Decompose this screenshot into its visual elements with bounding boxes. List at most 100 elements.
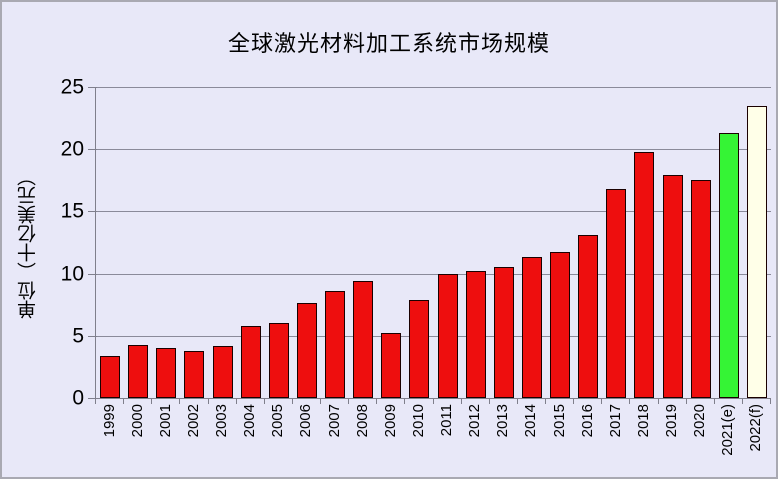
x-label-2000: 2000 (128, 404, 146, 438)
x-axis-labels: 1999 2000 2001 2002 2003 2004 2005 2006 2007 2008… (95, 404, 770, 476)
bars-container (96, 87, 771, 398)
gridline-20 (96, 149, 771, 151)
gridline-5 (96, 335, 771, 337)
x-label-2001: 2001 (156, 404, 174, 438)
x-label-2021(e): 2021(e) (719, 404, 737, 456)
x-label-slot-1999: 1999 (95, 404, 123, 476)
x-tick-mark-11 (404, 399, 406, 404)
x-label-slot-2004: 2004 (236, 404, 264, 476)
bar-slot-2013 (490, 87, 518, 398)
bar-2011 (437, 273, 458, 398)
bar-1999 (100, 355, 121, 398)
x-label-2009: 2009 (381, 404, 399, 438)
x-label-1999: 1999 (100, 404, 118, 438)
x-label-slot-2005: 2005 (264, 404, 292, 476)
x-tick-mark-21 (685, 399, 687, 404)
x-label-slot-2012: 2012 (461, 404, 489, 476)
gridline-25 (96, 87, 771, 88)
y-axis-label: 单位（十亿美元） (17, 166, 39, 319)
bar-slot-2008 (349, 87, 377, 398)
x-label-slot-2017: 2017 (601, 404, 629, 476)
y-tick-label-0: 0 (72, 386, 84, 410)
x-label-2004: 2004 (241, 404, 259, 438)
y-tick-mark-20 (88, 149, 97, 151)
bar-2005 (268, 323, 289, 398)
y-tick-mark-25 (88, 87, 97, 88)
x-label-slot-2018: 2018 (629, 404, 657, 476)
x-tick-mark-4 (207, 399, 209, 404)
x-tick-mark-7 (291, 399, 293, 404)
x-label-2012: 2012 (466, 404, 484, 438)
bar-2003 (212, 345, 233, 398)
x-tick-mark-17 (573, 399, 575, 404)
x-tick-mark-0 (95, 399, 96, 404)
x-tick-mark-10 (376, 399, 378, 404)
bar-slot-2017 (602, 87, 630, 398)
x-label-2019: 2019 (663, 404, 681, 438)
bar-2019 (662, 175, 683, 398)
y-tick-label-5: 5 (72, 324, 84, 348)
x-tick-mark-5 (235, 399, 237, 404)
gridline-15 (96, 211, 771, 213)
x-tick-mark-6 (263, 399, 265, 404)
x-tick-mark-8 (320, 399, 321, 404)
x-label-slot-2022(f): 2022(f) (742, 404, 770, 476)
x-label-2016: 2016 (578, 404, 596, 438)
x-tick-mark-18 (601, 399, 603, 404)
x-label-slot-2010: 2010 (404, 404, 432, 476)
x-label-slot-2019: 2019 (658, 404, 686, 476)
x-label-slot-2009: 2009 (376, 404, 404, 476)
bar-slot-2005 (265, 87, 293, 398)
x-tick-mark-12 (432, 399, 434, 404)
x-tick-mark-15 (516, 399, 518, 404)
gridline-10 (96, 273, 771, 275)
bar-2013 (493, 267, 514, 398)
x-label-2008: 2008 (353, 404, 371, 438)
x-label-slot-2007: 2007 (320, 404, 348, 476)
y-tick-mark-5 (88, 335, 97, 337)
y-tick-mark-15 (88, 211, 97, 213)
bar-2015 (550, 252, 571, 398)
bar-slot-2012 (462, 87, 490, 398)
bar-2006 (296, 303, 317, 398)
y-tick-label-15: 15 (60, 199, 84, 223)
x-label-2007: 2007 (325, 404, 343, 438)
bar-2010 (409, 299, 430, 398)
x-label-slot-2008: 2008 (348, 404, 376, 476)
x-label-slot-2001: 2001 (151, 404, 179, 476)
bar-slot-2022(f) (743, 87, 771, 398)
y-tick-label-10: 10 (60, 262, 84, 286)
bar-slot-2003 (209, 87, 237, 398)
y-tick-mark-10 (88, 273, 97, 275)
x-tick-mark-19 (629, 399, 631, 404)
x-label-slot-2002: 2002 (179, 404, 207, 476)
x-label-2014: 2014 (522, 404, 540, 438)
plot-area (95, 87, 771, 399)
x-label-slot-2013: 2013 (489, 404, 517, 476)
bar-2001 (156, 348, 177, 398)
x-label-2003: 2003 (213, 404, 231, 438)
bar-slot-2010 (405, 87, 433, 398)
bar-slot-2007 (321, 87, 349, 398)
x-label-2011: 2011 (438, 404, 456, 437)
x-label-2015: 2015 (550, 404, 568, 438)
bar-slot-2000 (124, 87, 152, 398)
bar-2000 (128, 344, 149, 398)
bar-slot-2015 (546, 87, 574, 398)
y-tick-label-25: 25 (60, 75, 84, 99)
x-label-slot-2016: 2016 (573, 404, 601, 476)
x-label-slot-2015: 2015 (545, 404, 573, 476)
x-tick-mark-9 (348, 399, 350, 404)
x-label-2006: 2006 (297, 404, 315, 438)
x-label-2022(f): 2022(f) (747, 404, 765, 452)
bar-2021(e) (718, 133, 739, 398)
x-label-2002: 2002 (184, 404, 202, 438)
x-tick-mark-1 (123, 399, 125, 404)
y-tick-label-20: 20 (60, 137, 84, 161)
y-tick-mark-0 (88, 398, 97, 399)
x-tick-mark-16 (545, 399, 546, 404)
x-tick-mark-3 (179, 399, 181, 404)
x-label-2013: 2013 (494, 404, 512, 438)
bar-2007 (325, 291, 346, 398)
